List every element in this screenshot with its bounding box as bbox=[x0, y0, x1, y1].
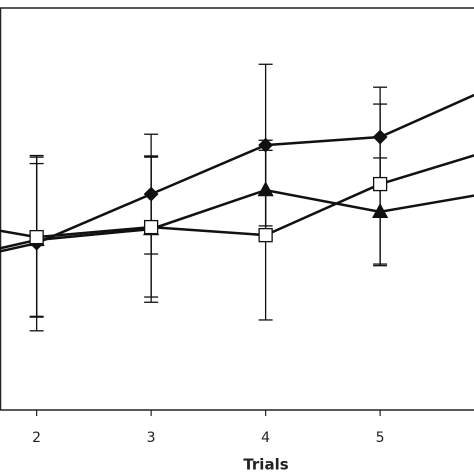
plot-area bbox=[0, 63, 474, 332]
triangle-marker bbox=[372, 202, 389, 218]
square-marker bbox=[29, 229, 44, 245]
series-line bbox=[0, 154, 474, 239]
x-tick-label: 4 bbox=[261, 430, 270, 446]
square-marker bbox=[143, 219, 159, 235]
x-tick-label: 5 bbox=[376, 430, 385, 446]
x-axis-label: Trials bbox=[243, 456, 288, 474]
x-tick-label: 2 bbox=[32, 430, 41, 446]
diamond-marker bbox=[143, 186, 159, 202]
series-line bbox=[0, 93, 474, 253]
diamond-marker bbox=[258, 137, 274, 153]
plot-frame bbox=[0, 7, 474, 411]
triangle-marker bbox=[257, 181, 274, 197]
square-marker bbox=[372, 176, 388, 192]
series-line bbox=[0, 188, 474, 250]
diamond-marker bbox=[372, 129, 388, 145]
x-tick-label: 3 bbox=[147, 430, 156, 446]
square-marker bbox=[258, 227, 273, 243]
